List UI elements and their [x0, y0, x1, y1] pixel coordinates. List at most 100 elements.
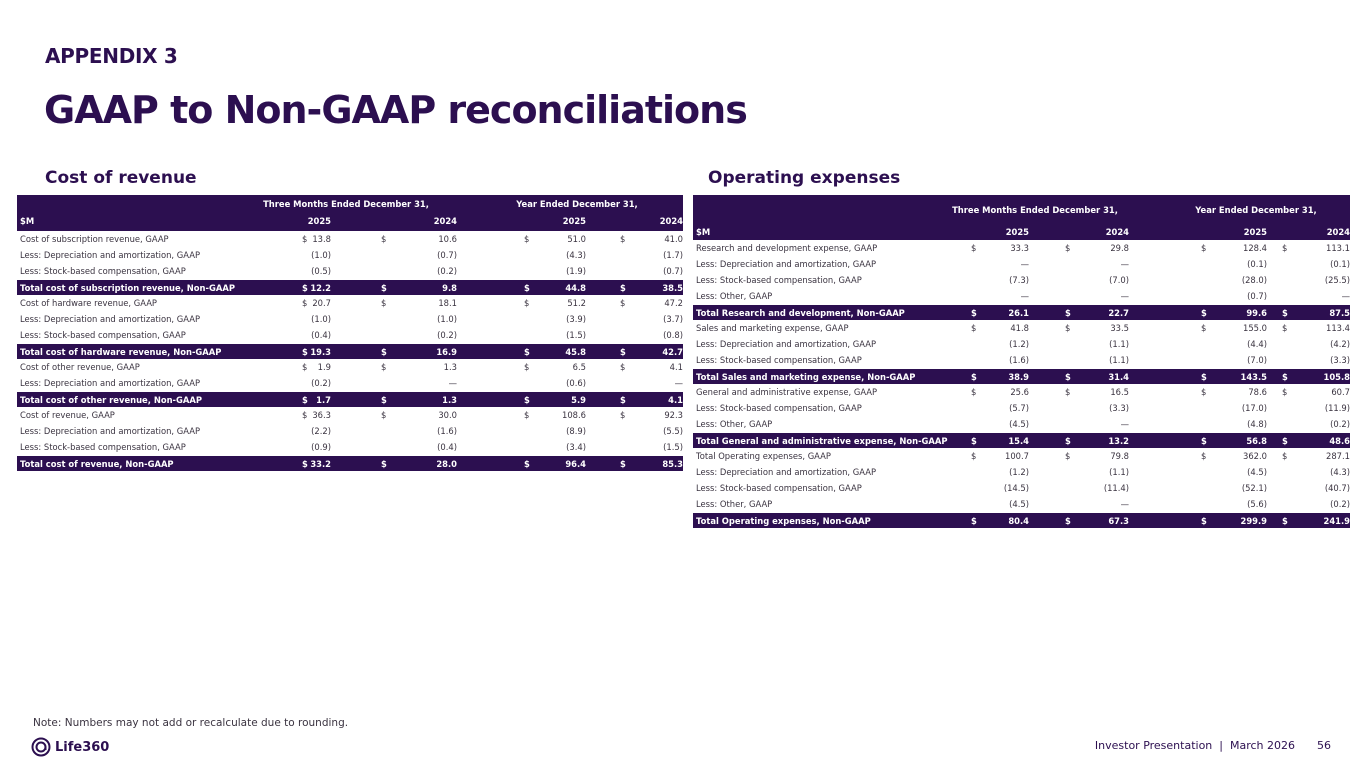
cell-value: 13.2: [1108, 436, 1129, 446]
dollar-sign: $: [1201, 372, 1207, 382]
dollar-sign: $: [381, 347, 387, 357]
cell-value: 16.9: [436, 347, 457, 357]
table-row: Less: Stock-based compensation, GAAP (0.5…: [17, 263, 683, 279]
row-label: Cost of hardware revenue, GAAP: [20, 298, 157, 308]
cell-value: 60.7: [1331, 387, 1350, 397]
table-row: Research and development expense, GAAP $3…: [693, 240, 1350, 256]
cell-value: 1.3: [443, 362, 457, 372]
cell-value: 19.3: [310, 347, 331, 357]
year-header: 2025: [1243, 227, 1267, 237]
row-label: General and administrative expense, GAAP: [696, 387, 878, 397]
table-total-row: Total cost of other revenue, Non-GAAP $1.…: [17, 391, 683, 407]
row-label: Total Operating expenses, GAAP: [696, 451, 831, 461]
cell-value: (0.4): [437, 442, 457, 452]
cell-value: (4.5): [1009, 419, 1029, 429]
cell-value: (1.2): [1009, 339, 1029, 349]
period-header: Three Months Ended December 31,: [263, 199, 429, 209]
cell-value: (11.9): [1324, 403, 1350, 413]
row-label: Less: Stock-based compensation, GAAP: [20, 330, 186, 340]
row-label: Total Sales and marketing expense, Non-G…: [696, 372, 916, 382]
row-label: Less: Stock-based compensation, GAAP: [696, 483, 862, 493]
cell-value: 29.8: [1110, 243, 1129, 253]
cell-value: (3.9): [566, 314, 586, 324]
table-row: Less: Stock-based compensation, GAAP (0.4…: [17, 327, 683, 343]
cell-value: 96.4: [565, 459, 586, 469]
table-row: Less: Depreciation and amortization, GAA…: [17, 311, 683, 327]
row-label: Less: Other, GAAP: [696, 291, 773, 301]
table-row: Cost of subscription revenue, GAAP $13.8 $…: [17, 231, 683, 247]
year-header: 2024: [433, 216, 457, 226]
row-label: Less: Depreciation and amortization, GAA…: [20, 314, 200, 324]
cell-value: 38.9: [1008, 372, 1029, 382]
cell-value: 128.4: [1243, 243, 1267, 253]
period-header: Three Months Ended December 31,: [952, 204, 1118, 215]
table-row: Less: Other, GAAP (4.5) — (4.8) (0.2): [693, 416, 1350, 432]
cell-value: 1.3: [442, 395, 457, 405]
table-total-row: Total cost of revenue, Non-GAAP $33.2 $28.…: [17, 455, 683, 471]
year-header: 2025: [1005, 227, 1029, 237]
dollar-sign: $: [1065, 436, 1071, 446]
cell-value: (25.5): [1324, 275, 1350, 285]
table-row: Less: Stock-based compensation, GAAP (14.…: [693, 480, 1350, 496]
dollar-sign: $: [381, 459, 387, 469]
operating-expenses-title: Operating expenses: [708, 168, 901, 188]
presentation-label: Investor Presentation | March 2026: [1094, 739, 1295, 752]
table-total-row: Total Sales and marketing expense, Non-G…: [693, 368, 1350, 384]
life360-logo-icon: [31, 737, 51, 757]
cell-value: 12.2: [310, 283, 331, 293]
dollar-sign: $: [381, 234, 387, 244]
dollar-sign: $: [971, 451, 977, 461]
table-total-row: Total cost of hardware revenue, Non-GAAP…: [17, 343, 683, 359]
table-row: General and administrative expense, GAAP…: [693, 384, 1350, 400]
dollar-sign: $: [1282, 323, 1288, 333]
row-label: Total General and administrative expense…: [696, 436, 948, 446]
cell-value: 85.3: [662, 459, 683, 469]
dollar-sign: $: [1201, 323, 1207, 333]
cell-value: (0.1): [1247, 259, 1267, 269]
cell-value: 78.6: [1248, 387, 1267, 397]
cell-value: (52.1): [1241, 483, 1267, 493]
table-row: Less: Depreciation and amortization, GAA…: [693, 464, 1350, 480]
cell-value: 5.9: [571, 395, 586, 405]
cell-value: 241.9: [1323, 516, 1351, 526]
table-row: Less: Depreciation and amortization, GAA…: [693, 256, 1350, 272]
cell-value: 31.4: [1108, 372, 1129, 382]
unit-header: $M: [696, 227, 711, 237]
cell-value: 92.3: [664, 410, 683, 420]
cell-value: —: [1020, 291, 1029, 301]
dollar-sign: $: [524, 410, 530, 420]
table-row: Less: Stock-based compensation, GAAP (5.7…: [693, 400, 1350, 416]
cell-value: (5.7): [1009, 403, 1029, 413]
cell-value: (4.8): [1247, 419, 1267, 429]
row-label: Sales and marketing expense, GAAP: [696, 323, 849, 333]
table-row: Less: Depreciation and amortization, GAA…: [17, 375, 683, 391]
table-row: Cost of other revenue, GAAP $1.9 $1.3 $6.5 $…: [17, 359, 683, 375]
dollar-sign: $: [381, 362, 387, 372]
row-label: Less: Depreciation and amortization, GAA…: [696, 339, 876, 349]
table-row: Less: Stock-based compensation, GAAP (7.3…: [693, 272, 1350, 288]
cell-value: 44.8: [565, 283, 586, 293]
table-row: Cost of revenue, GAAP $36.3 $30.0 $108.6 $92…: [17, 407, 683, 423]
cell-value: —: [1120, 291, 1129, 301]
dollar-sign: $: [620, 459, 626, 469]
cell-value: (0.2): [1330, 499, 1350, 509]
row-label: Less: Other, GAAP: [696, 499, 773, 509]
cell-value: 36.3: [312, 410, 331, 420]
row-label: Less: Stock-based compensation, GAAP: [20, 442, 186, 452]
cell-value: (0.2): [437, 266, 457, 276]
table-header: Three Months Ended December 31, Year Ende…: [17, 195, 683, 231]
period-header: Year Ended December 31,: [1195, 204, 1317, 215]
row-label: Total cost of other revenue, Non-GAAP: [20, 395, 203, 405]
cell-value: (1.0): [437, 314, 457, 324]
dollar-sign: $: [524, 283, 530, 293]
cell-value: —: [1120, 259, 1129, 269]
dollar-sign: $: [620, 234, 626, 244]
dollar-sign: $: [1201, 516, 1207, 526]
cell-value: —: [674, 378, 683, 388]
row-label: Total cost of hardware revenue, Non-GAAP: [20, 347, 222, 357]
cell-value: 1.7: [316, 395, 331, 405]
dollar-sign: $: [302, 283, 308, 293]
cell-value: 105.8: [1323, 372, 1351, 382]
dollar-sign: $: [620, 362, 626, 372]
cell-value: (1.5): [663, 442, 683, 452]
